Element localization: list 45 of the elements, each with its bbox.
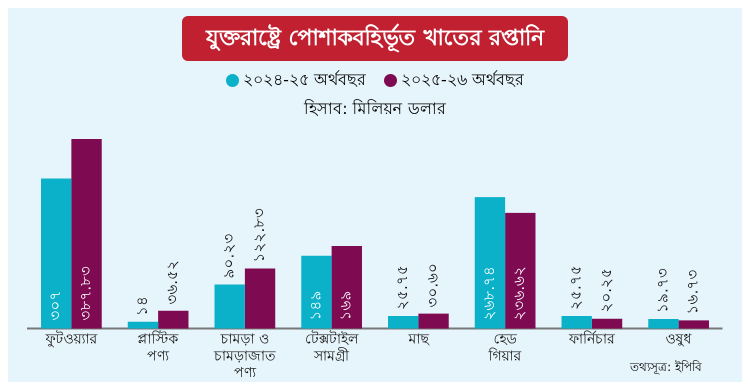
data-label: ৩৬.৫২ (163, 260, 182, 305)
bar (678, 320, 709, 329)
bar (648, 318, 679, 329)
data-label: ১৬.৭৩ (684, 270, 702, 314)
data-label: ২৫.৭৫ (393, 265, 412, 310)
data-label: ৩০.৬০ (423, 262, 442, 308)
chart-subtitle: হিসাব: মিলিয়ন ডলার (302, 98, 447, 120)
x-tick-label: ফার্নিচার (568, 330, 615, 348)
x-tick-label: প্লাস্টিক পণ্য (138, 330, 179, 364)
text: তথ্যসূত্র: ইপিবি (630, 360, 702, 374)
data-label: ১৯.৭৩ (653, 268, 672, 313)
data-label: ১৪ (132, 296, 151, 316)
bar (301, 256, 332, 329)
x-tick-label: মাছ (407, 332, 430, 348)
data-label: ৩৮৭.৮৩ (76, 266, 94, 321)
bar (71, 138, 102, 329)
data-label: ৯০.২৩ (220, 234, 238, 278)
bar (418, 314, 449, 329)
data-label: ১২২.৮৩ (250, 208, 268, 263)
bar (214, 284, 245, 329)
bar (244, 268, 276, 329)
data-label: ৩০৭ (46, 290, 64, 321)
bar (388, 316, 418, 329)
data-label: ২৬৮.৭৪ (480, 266, 498, 321)
legend-label: ২০২৫-২৬ অর্থবছর (401, 69, 524, 91)
data-label: ২০.২৫ (596, 268, 615, 313)
bar (332, 246, 362, 329)
data-label: ২৩৬.৬২ (510, 266, 528, 321)
bar (474, 197, 506, 329)
x-tick-label: চামড়া ও চামড়াজাত পণ্য (212, 332, 276, 382)
x-tick-label: ফুটওয়্যার (44, 330, 98, 348)
legend-label: ২০২৪-২৫ অর্থবছর (243, 69, 366, 91)
x-tick-label: টেক্সটাইল সামগ্রী (305, 330, 360, 364)
bar (505, 212, 536, 329)
x-tick-label: ওষুধ (666, 332, 693, 348)
bar (592, 318, 622, 329)
bar (41, 178, 72, 329)
bar (128, 322, 158, 329)
data-label: ১৬৯ (336, 290, 355, 321)
bar (158, 310, 188, 329)
chart-title: যুক্তরাষ্ট্রে পোশাকবহির্ভূত খাতের রপ্তানি (182, 16, 568, 61)
x-tick-label: হেড গিয়ার (488, 332, 522, 364)
bar (562, 316, 592, 329)
data-label: ২৫.৭৫ (566, 265, 585, 310)
data-label: ১৪৯ (306, 290, 324, 321)
